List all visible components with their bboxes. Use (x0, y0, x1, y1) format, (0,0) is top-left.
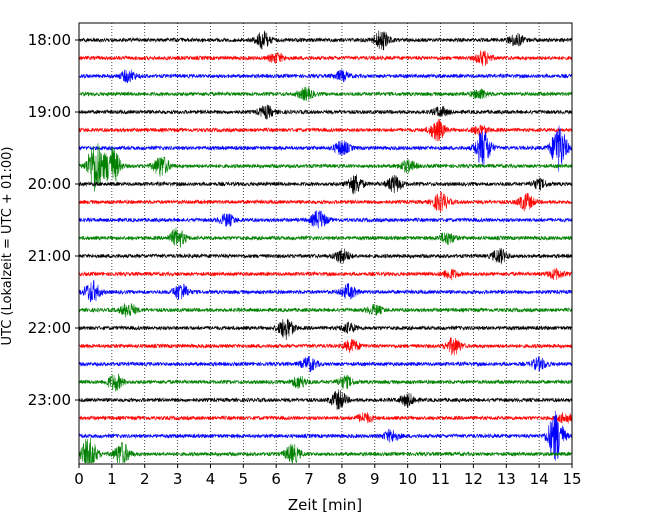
x-axis-label: Zeit [min] (288, 496, 362, 514)
seismic-trace (78, 86, 573, 101)
y-tick-label: 18:00 (28, 31, 71, 49)
seismic-trace (78, 437, 573, 464)
y-tick-label: 22:00 (28, 319, 71, 337)
x-tick-label: 2 (140, 470, 150, 488)
seismic-trace (78, 389, 573, 410)
x-tick-label: 15 (562, 470, 581, 488)
seismic-trace (78, 267, 573, 281)
seismic-trace (78, 227, 573, 248)
x-tick-label: 0 (74, 470, 84, 488)
x-tick-label: 7 (304, 470, 314, 488)
seismic-trace (78, 302, 573, 318)
seismic-traces (78, 30, 573, 464)
x-tick-label: 11 (431, 470, 450, 488)
seismic-trace (78, 30, 573, 51)
y-tick-label: 23:00 (28, 391, 71, 409)
x-tick-label: 14 (530, 470, 549, 488)
seismic-trace (78, 50, 573, 67)
y-tick-label: 21:00 (28, 247, 71, 265)
y-tick-label: 19:00 (28, 103, 71, 121)
seismic-trace (78, 318, 573, 340)
x-tick-label: 6 (271, 470, 281, 488)
seismic-trace (78, 125, 573, 172)
x-axis-ticks: 0 1 2 3 4 5 6 7 8 9 10 11 12 13 14 15 (74, 464, 582, 488)
x-tick-label: 13 (497, 470, 516, 488)
x-tick-label: 5 (239, 470, 249, 488)
x-tick-label: 9 (370, 470, 380, 488)
seismic-trace (78, 104, 573, 120)
seismic-trace (78, 210, 573, 229)
x-tick-label: 4 (206, 470, 216, 488)
seismic-trace (78, 143, 573, 192)
y-axis-ticks: 18:00 19:00 20:00 21:00 22:00 23:00 (28, 31, 79, 409)
seismic-trace (78, 118, 573, 142)
seismic-trace (78, 355, 573, 373)
x-tick-label: 10 (398, 470, 417, 488)
seismic-trace (78, 191, 573, 213)
plot-background (79, 23, 572, 464)
seismic-trace (78, 280, 573, 303)
seismic-trace (78, 410, 573, 461)
x-tick-label: 1 (107, 470, 117, 488)
seismic-trace (78, 174, 573, 195)
seismic-trace (78, 373, 573, 392)
seismic-trace (78, 68, 573, 83)
seismic-trace (78, 412, 573, 424)
x-tick-label: 12 (464, 470, 483, 488)
seismic-trace (78, 336, 573, 356)
x-tick-label: 8 (337, 470, 347, 488)
x-tick-label: 3 (173, 470, 183, 488)
y-tick-label: 20:00 (28, 175, 71, 193)
y-axis-label: UTC (Lokalzeit = UTC + 01:00) (0, 147, 15, 346)
seismic-trace (78, 248, 573, 265)
plot-frame (78, 22, 573, 465)
